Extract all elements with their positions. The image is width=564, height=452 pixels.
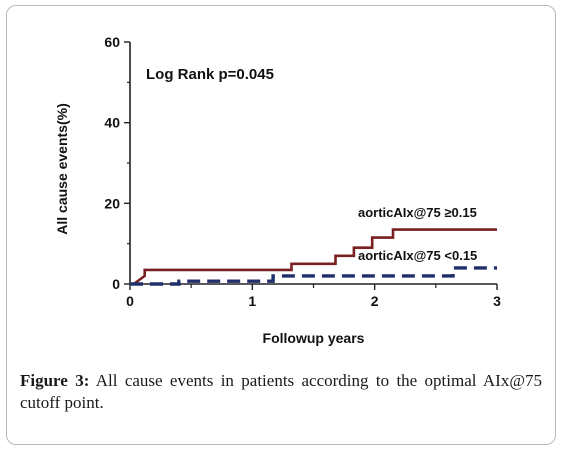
x-tick-label: 0 <box>126 293 134 309</box>
x-axis-label: Followup years <box>263 330 365 346</box>
axes: 0 20 40 60 0 1 2 3 <box>104 34 501 309</box>
y-tick-label: 20 <box>104 195 120 211</box>
series-line-low <box>130 266 497 286</box>
figure-caption: Figure 3: All cause events in patients a… <box>20 370 542 414</box>
x-tick-label: 3 <box>493 293 501 309</box>
x-tick-label: 2 <box>371 293 379 309</box>
chart-labels: Log Rank p=0.045 aorticAIx@75 ≥0.15 aort… <box>54 66 477 346</box>
x-tick-label: 1 <box>248 293 256 309</box>
series-layer <box>130 228 497 286</box>
y-tick-label: 40 <box>104 115 120 131</box>
y-tick-label: 60 <box>104 34 120 50</box>
series-label-low: aorticAIx@75 <0.15 <box>358 248 477 263</box>
caption-label: Figure 3: <box>20 371 90 390</box>
series-label-high: aorticAIx@75 ≥0.15 <box>358 205 477 220</box>
caption-text: All cause events in patients according t… <box>20 371 542 412</box>
y-axis-label: All cause events(%) <box>54 103 70 235</box>
series-line-high <box>130 228 497 286</box>
chart-area: 0 20 40 60 0 1 2 3 Log Rank p=0.045 aorticAIx@7… <box>54 34 501 346</box>
y-tick-label: 0 <box>112 276 120 292</box>
log-rank-annotation: Log Rank p=0.045 <box>146 66 274 83</box>
figure-frame <box>6 5 556 445</box>
